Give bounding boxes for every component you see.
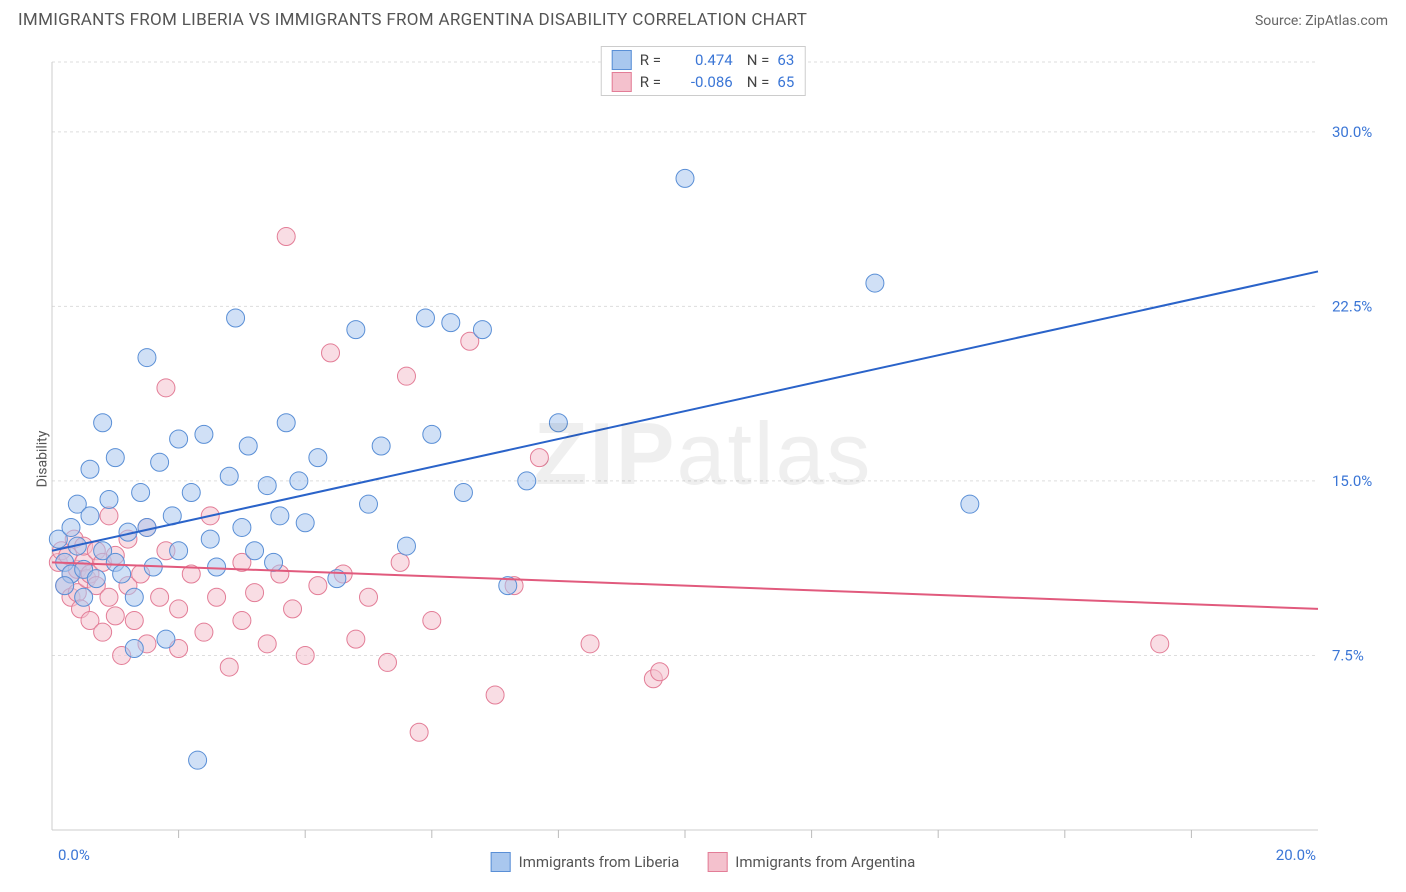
swatch-argentina-bottom bbox=[707, 852, 727, 872]
scatter-plot-svg: 7.5% 15.0% 22.5% 30.0% 0.0% 20.0% bbox=[18, 44, 1388, 874]
y-axis-label: Disability bbox=[34, 431, 50, 488]
correlation-row-argentina: R = -0.086 N = 65 bbox=[612, 72, 795, 92]
svg-text:7.5%: 7.5% bbox=[1332, 646, 1364, 664]
source-name: ZipAtlas.com bbox=[1305, 13, 1388, 29]
swatch-argentina bbox=[612, 72, 632, 92]
r-value-liberia: 0.474 bbox=[678, 51, 733, 69]
chart-header: IMMIGRANTS FROM LIBERIA VS IMMIGRANTS FR… bbox=[0, 0, 1406, 36]
n-label: N = bbox=[747, 73, 770, 91]
legend-item-liberia: Immigrants from Liberia bbox=[491, 852, 680, 872]
swatch-liberia-bottom bbox=[491, 852, 511, 872]
r-label: R = bbox=[640, 51, 670, 69]
n-label: N = bbox=[747, 51, 770, 69]
n-value-liberia: 63 bbox=[777, 51, 794, 69]
correlation-row-liberia: R = 0.474 N = 63 bbox=[612, 50, 795, 70]
r-label: R = bbox=[640, 73, 670, 91]
chart-title: IMMIGRANTS FROM LIBERIA VS IMMIGRANTS FR… bbox=[18, 10, 807, 30]
swatch-liberia bbox=[612, 50, 632, 70]
source-attribution: Source: ZipAtlas.com bbox=[1255, 13, 1388, 29]
svg-text:30.0%: 30.0% bbox=[1332, 123, 1372, 141]
correlation-legend: R = 0.474 N = 63 R = -0.086 N = 65 bbox=[601, 46, 806, 96]
series-legend: Immigrants from Liberia Immigrants from … bbox=[491, 852, 916, 872]
chart-area: Disability 7.5%15.0%22.5%30.0%0.0%20.0% … bbox=[18, 44, 1388, 874]
legend-label-argentina: Immigrants from Argentina bbox=[735, 853, 915, 871]
r-value-argentina: -0.086 bbox=[678, 73, 733, 91]
svg-text:20.0%: 20.0% bbox=[1276, 846, 1316, 864]
svg-text:22.5%: 22.5% bbox=[1332, 297, 1372, 315]
legend-item-argentina: Immigrants from Argentina bbox=[707, 852, 915, 872]
n-value-argentina: 65 bbox=[777, 73, 794, 91]
source-label: Source: bbox=[1255, 13, 1305, 29]
svg-text:15.0%: 15.0% bbox=[1332, 472, 1372, 490]
svg-text:0.0%: 0.0% bbox=[58, 846, 90, 864]
legend-label-liberia: Immigrants from Liberia bbox=[519, 853, 680, 871]
